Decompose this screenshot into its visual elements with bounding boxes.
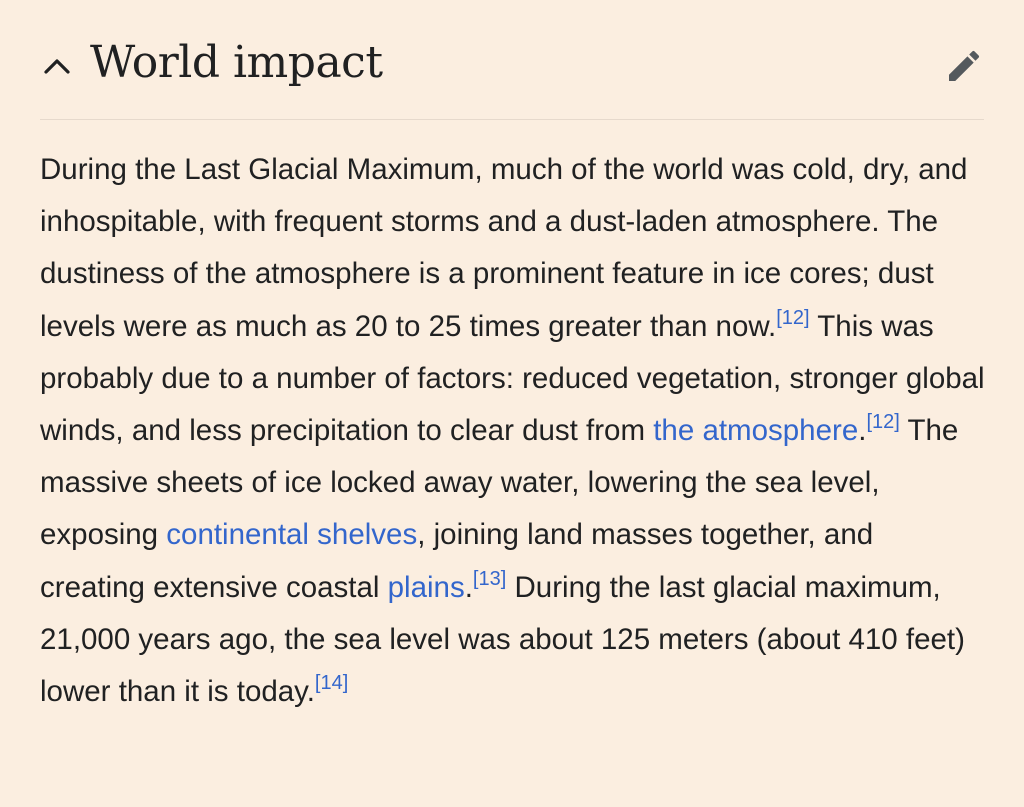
paragraph-text: The massive sheets of ice locked away wa… xyxy=(40,414,959,552)
paragraph-text: . xyxy=(464,570,473,604)
paragraph-text: This was probably due to a number of fac… xyxy=(40,309,985,448)
link-plains[interactable]: plains xyxy=(387,570,465,604)
section-title: World impact xyxy=(90,37,383,88)
paragraph-text: During the Last Glacial Maximum, much of… xyxy=(40,153,968,343)
pencil-icon[interactable] xyxy=(944,46,984,86)
reference-link[interactable]: [13] xyxy=(472,567,507,590)
chevron-up-icon[interactable] xyxy=(40,50,74,84)
section-paragraph: During the Last Glacial Maximum, much of… xyxy=(40,144,986,718)
link-continental-shelves[interactable]: continental shelves xyxy=(166,518,418,552)
section-header: World impact xyxy=(40,28,984,120)
reference-12[interactable]: [12] xyxy=(866,411,899,433)
reference-13[interactable]: [13] xyxy=(473,568,506,590)
link-the-atmosphere[interactable]: the atmosphere xyxy=(653,414,859,448)
paragraph-text: , joining land masses together, and crea… xyxy=(40,518,874,604)
reference-14[interactable]: [14] xyxy=(315,672,348,694)
reference-link[interactable]: [14] xyxy=(314,672,349,695)
reference-12[interactable]: [12] xyxy=(776,307,809,329)
reference-link[interactable]: [12] xyxy=(866,411,900,434)
reference-link[interactable]: [12] xyxy=(776,306,810,329)
paragraph-text: . xyxy=(858,414,867,448)
paragraph-text: During the last glacial maximum, 21,000 … xyxy=(40,570,965,709)
